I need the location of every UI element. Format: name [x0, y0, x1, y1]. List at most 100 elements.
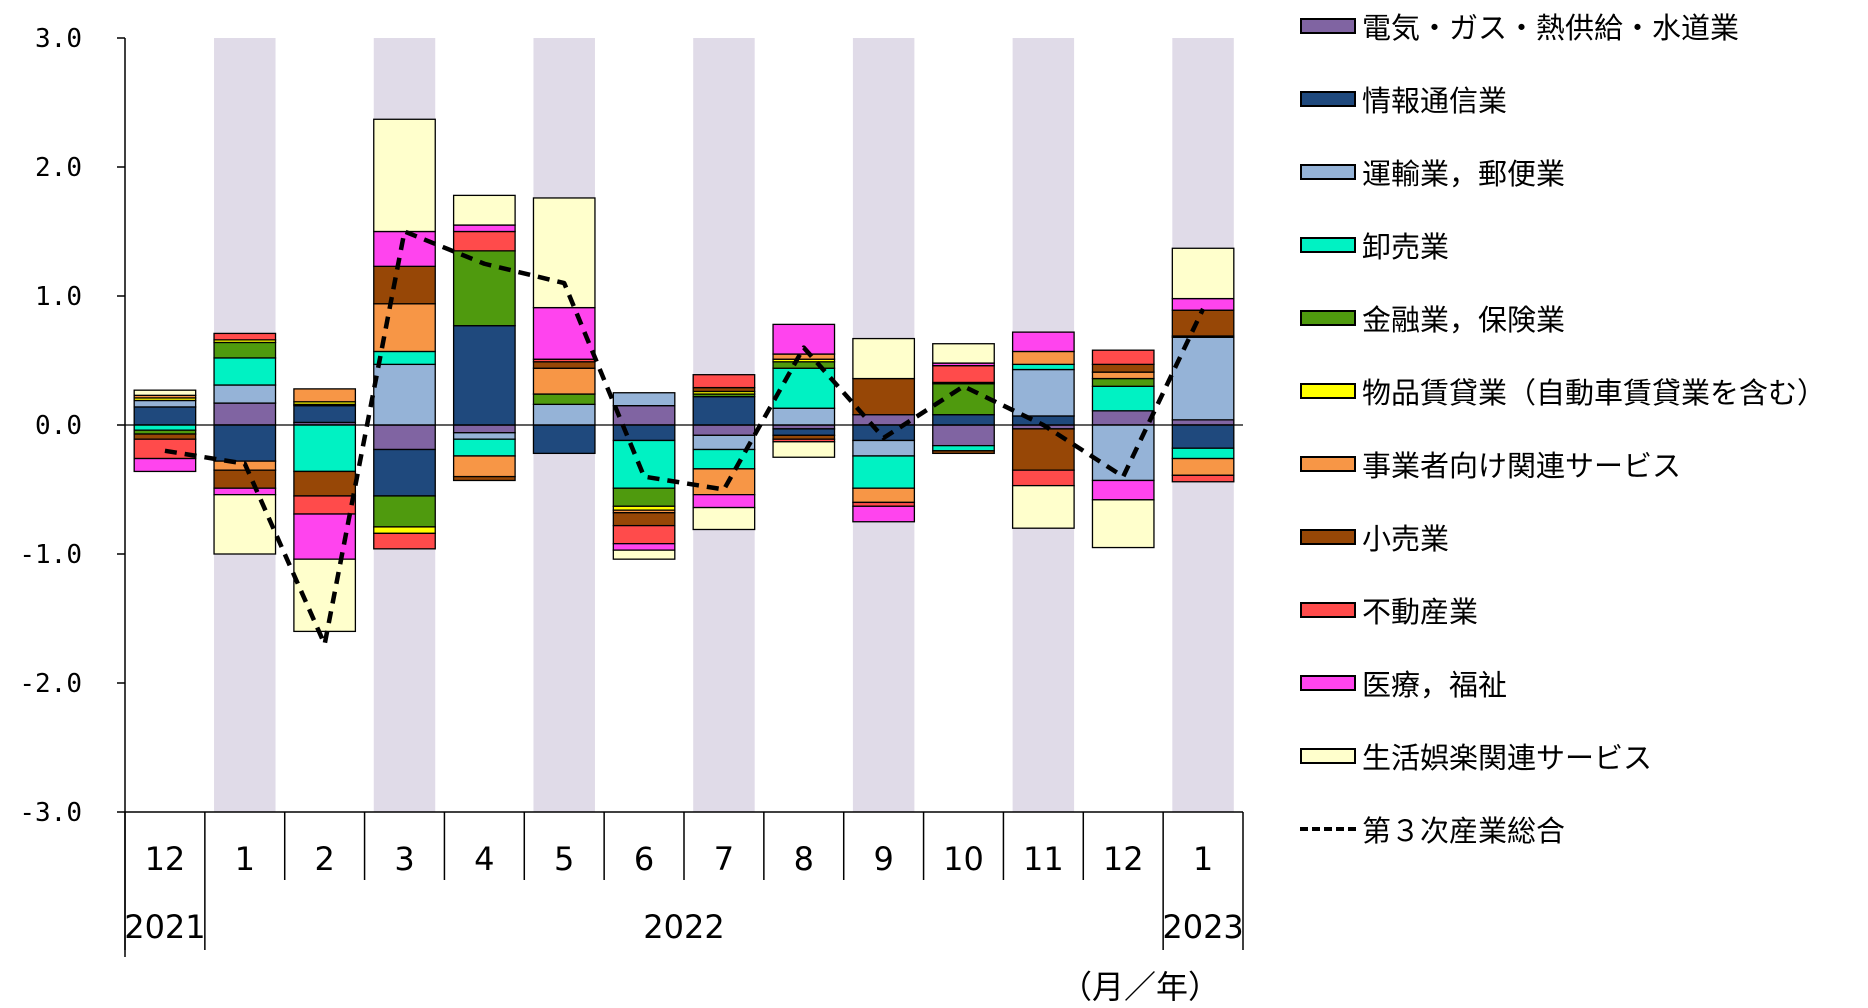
y-tick-label: 1.0: [35, 282, 82, 312]
bar-segment-s9-c1: [213, 487, 277, 496]
legend-item: 小売業: [1300, 517, 1449, 557]
bar-segment-s4-c12: [1091, 377, 1155, 387]
legend-label: 事業者向け関連サービス: [1362, 449, 1682, 483]
legend-label: 小売業: [1362, 522, 1450, 556]
bar-segment-s3-c1: [213, 357, 277, 386]
bar-segment-s3-c0: [133, 424, 197, 431]
legend-swatch: [1300, 18, 1356, 34]
bar-segment-s10-c11: [1011, 484, 1075, 529]
bar-segment-s10-c4: [452, 194, 516, 226]
bar-segment-s2-c3: [373, 363, 436, 426]
bar-segment-s8-c4: [452, 230, 516, 252]
year-label: 2023: [1162, 908, 1243, 946]
bar-segment-s8-c10: [932, 365, 995, 384]
bar-segment-s9-c3: [373, 230, 436, 267]
bar-segment-s9-c12: [1091, 479, 1155, 501]
bar-segment-s10-c1: [213, 494, 277, 555]
bar-segment-s0-c12: [1091, 410, 1155, 426]
bar-segment-s10-c3: [373, 118, 436, 233]
bar-segment-s1-c8: [772, 428, 836, 436]
bar-segment-s3-c6: [612, 439, 676, 489]
bar-segment-s7-c1: [213, 469, 277, 489]
bar-segment-s4-c8: [772, 361, 836, 369]
legend-label: 第３次産業総合: [1362, 814, 1566, 848]
bar-segment-s10-c13: [1171, 247, 1235, 300]
legend-item: 生活娯楽関連サービス: [1300, 736, 1652, 776]
year-label: 2021: [124, 908, 205, 946]
legend-item: 第３次産業総合: [1300, 809, 1565, 849]
bar-segment-s6-c5: [532, 367, 596, 395]
total-line: [164, 229, 1206, 647]
bar-segment-s9-c0: [133, 457, 197, 473]
bar-segment-s9-c11: [1011, 331, 1075, 353]
legend-swatch: [1300, 602, 1356, 618]
legend-swatch: [1300, 529, 1356, 545]
chart-legend: 電気・ガス・熱供給・水道業 情報通信業 運輸業，郵便業 卸売業 金融業，保険業 物品賃貸業…: [1300, 0, 1860, 850]
bar-segment-s10-c12: [1091, 499, 1155, 549]
bar-segment-s8-c2: [293, 495, 357, 515]
legend-swatch: [1300, 675, 1356, 691]
bar-segment-s8-c11: [1011, 469, 1075, 487]
bar-segment-s1-c1: [213, 424, 277, 462]
legend-item: 卸売業: [1300, 225, 1449, 265]
legend-swatch: [1300, 456, 1356, 472]
bar-segment-s4-c3: [373, 495, 436, 528]
bar-segment-s7-c9: [852, 377, 916, 416]
legend-swatch: [1300, 164, 1356, 180]
x-tick-label: 1: [1193, 840, 1213, 878]
legend-swatch: [1300, 310, 1356, 326]
bar-segment-s0-c6: [612, 404, 676, 426]
bar-segment-s1-c3: [373, 448, 436, 497]
y-tick-label: 0.0: [35, 411, 82, 441]
bar-segment-s0-c3: [373, 424, 436, 451]
bar-segment-s3-c2: [293, 424, 357, 473]
legend-item: 不動産業: [1300, 590, 1478, 630]
year-label: 2022: [643, 908, 724, 946]
bar-segment-s3-c9: [852, 455, 916, 489]
bar-segment-s2-c13: [1171, 336, 1235, 421]
x-tick-label: 1: [235, 840, 255, 878]
bar-segment-s1-c5: [532, 424, 596, 455]
bar-segment-s10-c7: [692, 506, 756, 531]
bar-segment-s1-c0: [133, 406, 197, 426]
bar-segment-s2-c8: [772, 407, 836, 426]
x-tick-label: 2: [314, 840, 334, 878]
stacked-bars: [133, 118, 1235, 633]
y-tick-label: 3.0: [35, 24, 82, 54]
bar-segment-s3-c11: [1011, 363, 1075, 371]
bar-segment-s9-c9: [852, 505, 916, 523]
x-tick-label: 9: [873, 840, 893, 878]
legend-swatch: [1300, 91, 1356, 107]
axes: 3.02.01.00.0-1.0-2.0-3.012 1 2 3 4 5 6 7 8 9 10 11 1…: [19, 24, 1244, 957]
bar-segment-s8-c13: [1171, 474, 1235, 483]
legend-item: 情報通信業: [1300, 79, 1507, 119]
x-tick-label: 7: [714, 840, 734, 878]
bar-segment-s0-c4: [452, 424, 516, 434]
bar-segment-s6-c9: [852, 487, 916, 504]
bar-segment-s8-c1: [213, 332, 277, 341]
bar-segment-s9-c6: [612, 543, 676, 551]
x-tick-label: 12: [1103, 840, 1144, 878]
bar-segment-s2-c1: [213, 384, 277, 404]
bar-segment-s0-c13: [1171, 419, 1235, 426]
bar-segment-s7-c4: [452, 475, 516, 482]
unit-label: （月／年）: [1060, 968, 1221, 1006]
x-tick-label: 11: [1023, 840, 1064, 878]
x-tick-label: 8: [794, 840, 814, 878]
bar-segment-s3-c10: [932, 444, 995, 452]
bar-segment-s10-c6: [612, 549, 676, 560]
bar-segment-s3-c13: [1171, 447, 1235, 460]
legend-item: 物品賃貸業（自動車賃貸業を含む）: [1300, 371, 1826, 411]
bar-segment-s6-c7: [692, 468, 756, 496]
x-tick-label: 10: [943, 840, 984, 878]
legend-item: 医療，福祉: [1300, 663, 1507, 703]
bar-segment-s6-c13: [1171, 457, 1235, 476]
legend-item: 事業者向け関連サービス: [1300, 444, 1681, 484]
x-tick-label: 6: [634, 840, 654, 878]
bar-segment-s6-c12: [1091, 371, 1155, 380]
bar-segment-s0-c7: [692, 424, 756, 436]
x-tick-label: 12: [145, 840, 186, 878]
bar-segment-s0-c1: [213, 402, 277, 426]
legend-label: 情報通信業: [1362, 84, 1508, 118]
legend-label: 医療，福祉: [1362, 668, 1508, 702]
